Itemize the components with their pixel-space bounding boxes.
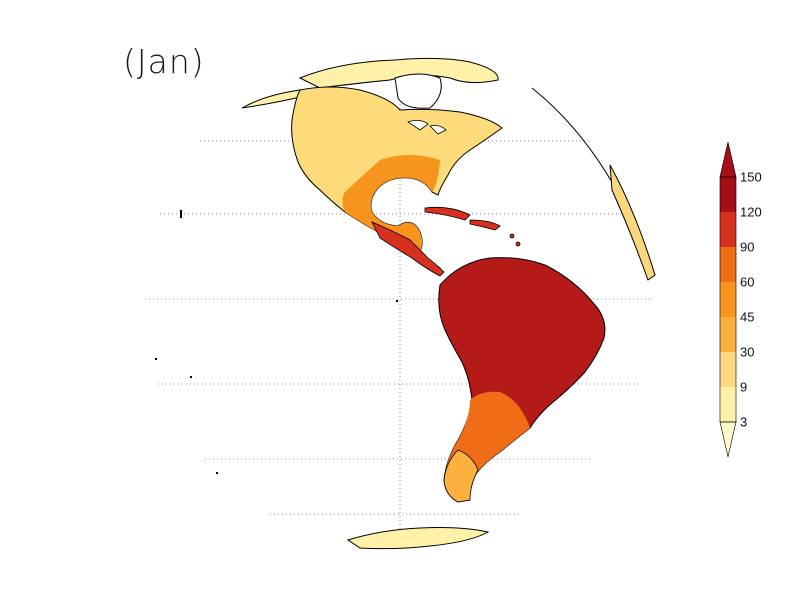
colorbar-tick-label: 9 [740, 379, 748, 395]
colorbar-segment [720, 247, 736, 282]
land-east-sliver [609, 164, 656, 281]
antarctica [346, 527, 490, 550]
colorbar-tick-label: 90 [740, 239, 755, 255]
colorbar-segment [720, 177, 736, 212]
north-america-south [342, 155, 440, 272]
colorbar-tick-label: 3 [740, 414, 748, 430]
colorbar-tick-label: 45 [740, 309, 755, 325]
colorbar-extend-top [719, 141, 737, 178]
colorbar-segment [720, 352, 736, 387]
panel-title: (Jan) [123, 42, 205, 81]
caribbean-islands [424, 206, 521, 247]
graticule [145, 100, 652, 545]
central-america [371, 221, 445, 277]
colorbar-tick-label: 150 [740, 169, 762, 185]
colorbar-tick-label: 30 [740, 344, 755, 360]
colorbar-extend-bottom [719, 421, 737, 458]
colorbar-tick-label: 120 [740, 204, 762, 220]
pacific-islands [155, 210, 398, 474]
colorbar-segment [720, 212, 736, 247]
greenland [394, 73, 442, 109]
colorbar-segment [720, 317, 736, 352]
patagonia [443, 449, 479, 503]
colorbar-tick-label: 60 [740, 274, 755, 290]
great-lakes [407, 120, 447, 135]
colorbar [719, 141, 737, 458]
colorbar-segment [720, 282, 736, 317]
colorbar-segment [720, 387, 736, 422]
colorbar-frame [719, 176, 737, 423]
